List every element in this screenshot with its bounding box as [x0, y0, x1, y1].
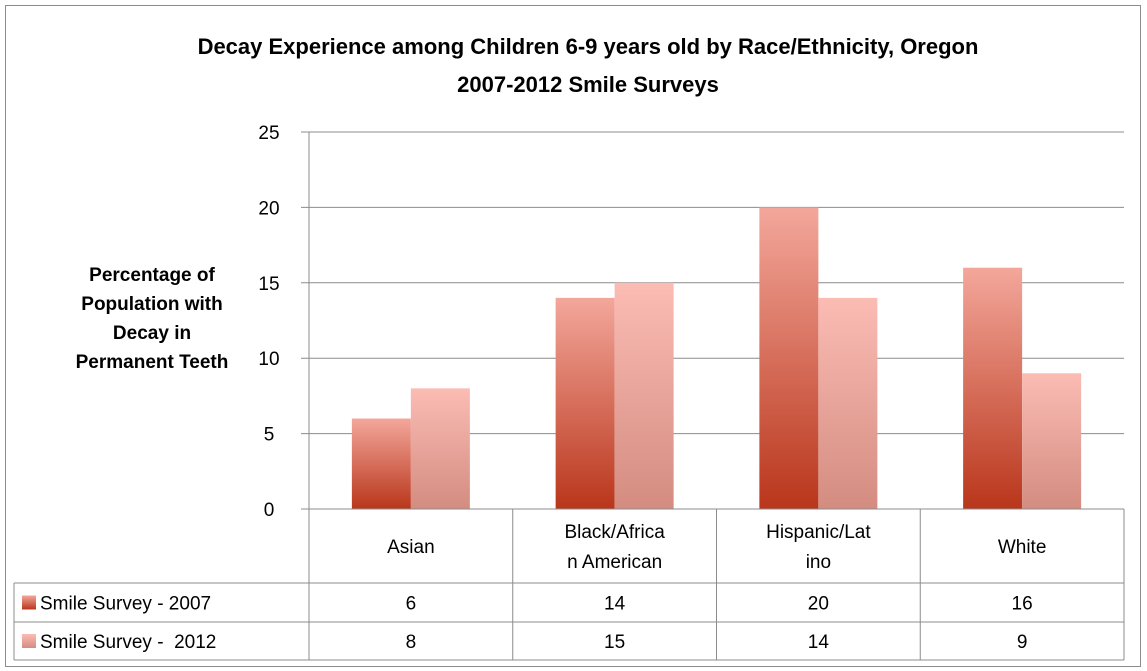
x-tick-label: Asian	[387, 537, 435, 558]
x-tick-label: n American	[567, 552, 662, 573]
table-value: 8	[406, 632, 417, 653]
data-table: Asian Black/Africa n American Hispanic/Lat i…	[13, 508, 1125, 661]
bars	[351, 207, 1082, 509]
bar	[759, 207, 819, 509]
x-tick-label: White	[998, 537, 1047, 558]
table-value: 9	[1017, 632, 1028, 653]
legend-swatch	[22, 595, 36, 610]
y-tick-label: 5	[264, 425, 275, 446]
bar	[410, 388, 470, 509]
chart-subtitle: 2007-2012 Smile Surveys	[457, 72, 719, 97]
y-axis-label-line: Population with	[81, 294, 222, 315]
x-tick-label: Hispanic/Lat	[766, 522, 871, 543]
x-tick-label: Black/Africa	[564, 522, 665, 543]
table-value: 20	[808, 594, 829, 615]
y-axis-label-line: Permanent Teeth	[76, 352, 229, 373]
legend-label: Smile Survey - 2012	[40, 632, 216, 653]
bar	[1022, 373, 1082, 509]
table-value: 16	[1012, 594, 1033, 615]
y-axis-label-line: Decay in	[113, 323, 191, 344]
bar	[351, 418, 411, 509]
y-axis-label-line: Percentage of	[89, 265, 215, 286]
y-tick-label: 10	[258, 349, 279, 370]
bar	[963, 267, 1023, 509]
table-value: 6	[406, 594, 417, 615]
table-value: 14	[808, 632, 830, 653]
bar	[555, 297, 615, 509]
legend-label: Smile Survey - 2007	[40, 594, 211, 615]
y-tick-labels: 0 5 10 15 20 25	[258, 123, 279, 521]
table-value: 15	[604, 632, 625, 653]
chart-title: Decay Experience among Children 6-9 year…	[198, 34, 979, 59]
table-value: 14	[604, 594, 626, 615]
y-tick-label: 0	[264, 500, 275, 521]
bar	[818, 297, 878, 509]
y-tick-label: 20	[258, 198, 279, 219]
y-tick-label: 15	[258, 274, 279, 295]
legend-swatch	[22, 634, 36, 648]
bar	[614, 282, 674, 509]
y-axis-label: Percentage of Population with Decay in Perm…	[76, 265, 229, 373]
x-tick-label: ino	[806, 552, 831, 573]
y-tick-label: 25	[258, 123, 279, 144]
